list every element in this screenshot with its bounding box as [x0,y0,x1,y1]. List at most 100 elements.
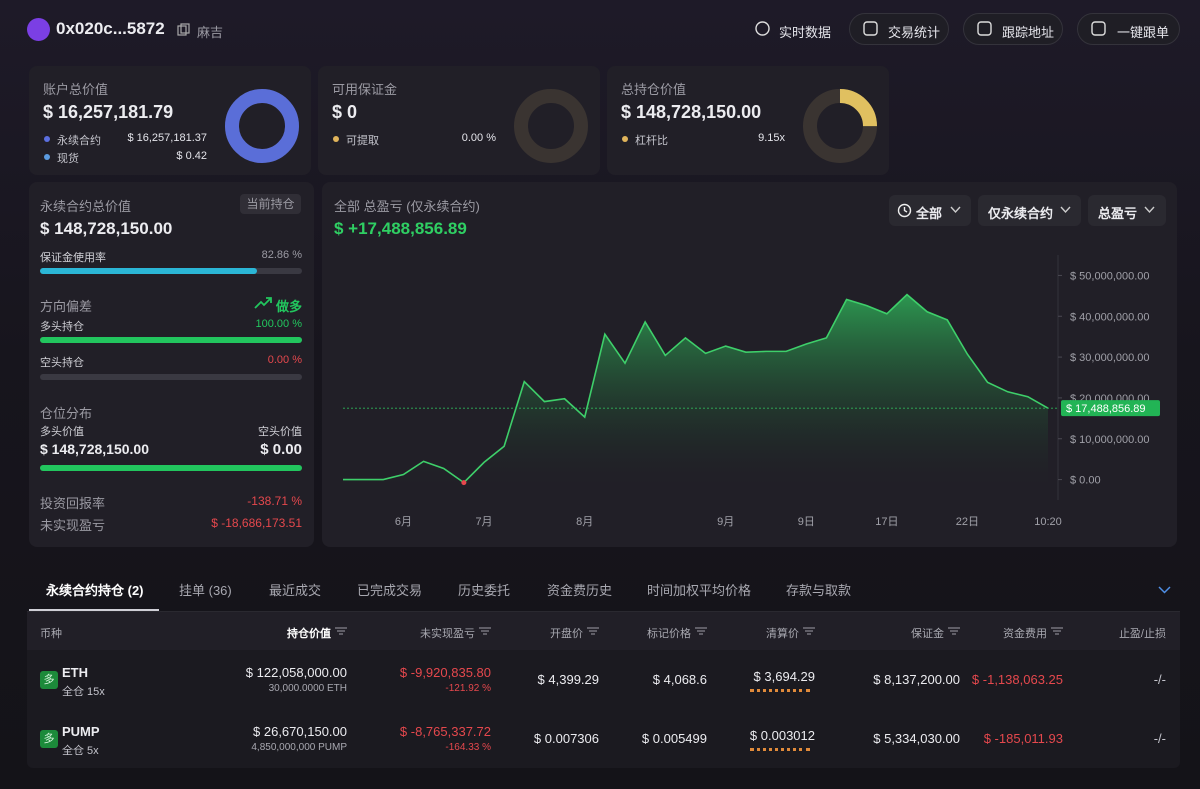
tab[interactable]: 已完成交易 [357,583,423,598]
bar-fill [40,337,302,343]
sort-icon [1051,627,1063,635]
wallet-tag: 麻吉 [197,25,224,40]
liq-price: $ 3,694.29 [753,669,815,684]
funding: $ -1,138,063.25 [971,672,1063,687]
column-header: 持仓价值 [287,628,331,640]
action-icon [977,21,992,36]
chevron [1060,206,1071,214]
margin: $ 5,334,030.00 [873,731,960,746]
column-header: 币种 [40,628,62,640]
label: 保证金使用率 [40,252,106,264]
tab[interactable]: 永续合约持仓 (2) [46,583,144,598]
label: 未实现盈亏 [40,518,106,533]
ring-segment [803,89,877,163]
x-tick-label: 6月 [395,516,412,528]
label: 投资回报率 [40,496,106,511]
sort-icon [803,627,815,635]
y-tick-label: $ 50,000,000.00 [1070,270,1150,282]
x-tick-label: 8月 [576,516,593,528]
side-badge: 多 [40,730,58,748]
bar-track [40,374,302,380]
x-tick-label: 17日 [875,516,898,528]
size: 30,000.0000 ETH [268,683,347,694]
tab[interactable]: 历史委托 [458,583,511,598]
unrealized-pnl: $ -9,920,835.80 [399,665,491,680]
ring-chart [514,89,588,163]
action-button[interactable]: 交易统计 [849,13,949,45]
column-header: 保证金 [911,628,944,640]
column-header: 未实现盈亏 [420,628,475,640]
row-value: $ 16,257,181.37 [127,132,207,144]
ring-segment [225,89,299,163]
card-value: $ 0 [332,102,358,122]
chart-total: $ +17,488,856.89 [334,219,467,238]
logo [27,18,50,41]
funding: $ -185,011.93 [983,731,1063,746]
ring-chart [803,89,877,163]
card-title: 可用保证金 [332,82,398,97]
column-header: 标记价格 [647,628,691,640]
y-tick-label: $ 30,000,000.00 [1070,352,1150,364]
label: 空头价值 [258,426,302,438]
legend-dot [333,136,339,142]
line [343,293,1049,484]
x-tick-label: 10:20 [1034,516,1062,528]
tab[interactable]: 资金费历史 [547,583,613,598]
liq-risk-bar [750,689,810,692]
x-tick-label: 7月 [475,516,492,528]
sort-icon [948,627,960,635]
tab[interactable]: 挂单 (36) [179,583,232,598]
address: 0x020c...5872 [56,19,165,38]
label: 多头价值 [40,426,84,438]
action-button[interactable]: 一键跟单 [1077,13,1180,45]
tab[interactable]: 存款与取款 [786,583,852,598]
bias: 做多 [275,299,302,314]
filter-label: 全部 [916,206,943,221]
position-value: $ 26,670,150.00 [253,724,347,739]
action-button[interactable]: 跟踪地址 [963,13,1063,45]
tab[interactable]: 时间加权平均价格 [647,583,752,598]
x-tick-label: 22日 [956,516,979,528]
action-label: 交易统计 [888,25,941,40]
clock-icon [897,203,912,218]
x-tick-label: 9月 [717,516,734,528]
filter[interactable]: 全部 [889,195,971,226]
filter[interactable]: 总盈亏 [1088,195,1166,226]
tab[interactable]: 最近成交 [269,583,322,598]
perp-panel: 永续合约总价值 当前持仓 $ 148,728,150.00 保证金使用率 82.… [29,182,314,547]
legend-dot [622,136,628,142]
value: -138.71 % [247,494,302,508]
action-label[interactable]: 实时数据 [779,25,832,40]
label: 仓位分布 [40,406,93,421]
summary-card: 总持仓价值 $ 148,728,150.00 杠杆比 9.15x [607,66,889,175]
row-label: 永续合约 [57,135,101,147]
value: $ -18,686,173.51 [211,516,302,530]
icon-shape [863,21,878,36]
tab-underline [29,609,159,611]
positions-table: 币种 持仓价值 未实现盈亏 开盘价 标记价格 清算价 保证金 资金费用 止盈/止损多 ETH 全仓 … [27,612,1180,768]
value: $ 148,728,150.00 [40,219,173,238]
action-label: 跟踪地址 [1002,25,1055,40]
summary-card: 可用保证金 $ 0 可提取 0.00 % [318,66,600,175]
filter[interactable]: 仅永续合约 [978,195,1081,226]
sort-icon [695,627,707,635]
column-header: 开盘价 [550,628,583,640]
tp-sl: -/- [1153,731,1166,746]
value: 82.86 % [261,249,302,261]
label: 永续合约总价值 [40,199,132,214]
liq-risk-bar [750,748,810,751]
copy-icon[interactable] [177,23,190,36]
column-header: 清算价 [766,628,799,640]
column-header: 资金费用 [1003,628,1047,640]
filter-label: 总盈亏 [1098,206,1138,221]
chart-title: 全部 总盈亏 (仅永续合约) [334,199,480,214]
collapse-chevron[interactable] [1158,586,1171,594]
pnl-pct: -121.92 % [445,683,491,694]
tab-divider [27,611,1180,612]
row-value: 9.15x [758,132,785,144]
legend-dot [44,136,50,142]
min-point [461,480,467,486]
ring-chart [225,89,299,163]
